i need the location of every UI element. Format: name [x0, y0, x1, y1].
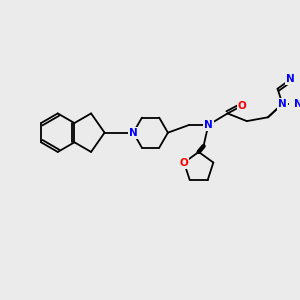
Text: N: N	[129, 128, 138, 138]
Text: N: N	[278, 99, 287, 109]
Text: N: N	[294, 99, 300, 109]
Text: O: O	[238, 101, 246, 111]
Text: N: N	[286, 74, 295, 84]
Text: N: N	[204, 120, 213, 130]
Text: O: O	[180, 158, 188, 168]
